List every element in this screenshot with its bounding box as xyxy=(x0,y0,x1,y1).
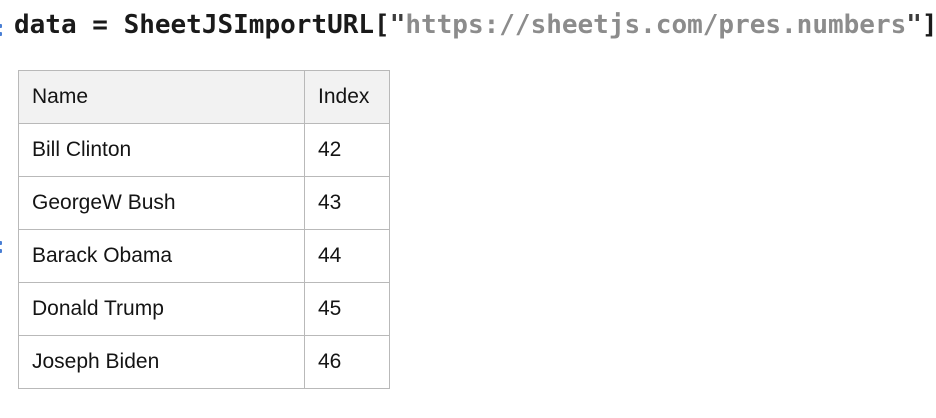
cell-name: Bill Clinton xyxy=(18,123,305,177)
cell-index: 42 xyxy=(304,123,390,177)
drag-handle-dot xyxy=(0,249,2,253)
cell-index: 44 xyxy=(304,229,390,283)
column-header-index: Index xyxy=(304,70,390,124)
table-row: Donald Trump 45 xyxy=(18,282,390,336)
cell-name: Joseph Biden xyxy=(18,335,305,389)
table-row: GeorgeW Bush 43 xyxy=(18,176,390,230)
output-dataset-table: Name Index Bill Clinton 42 GeorgeW Bush … xyxy=(18,70,390,389)
column-header-name: Name xyxy=(18,70,305,124)
cell-name: GeorgeW Bush xyxy=(18,176,305,230)
drag-handle-dot xyxy=(0,32,2,36)
code-string-open-quote: " xyxy=(389,10,406,40)
drag-handle-dots-icon[interactable] xyxy=(0,24,8,36)
cell-index: 46 xyxy=(304,335,390,389)
drag-handle-dot xyxy=(0,24,2,28)
cell-index: 45 xyxy=(304,282,390,336)
code-closing-bracket: ] xyxy=(921,10,936,40)
code-input-line[interactable]: data = SheetJSImportURL["https://sheetjs… xyxy=(14,6,936,44)
cell-name: Barack Obama xyxy=(18,229,305,283)
drag-handle-dots-icon[interactable] xyxy=(0,241,8,253)
code-assignment-expression: data = SheetJSImportURL[ xyxy=(14,10,390,40)
table-row: Joseph Biden 46 xyxy=(18,335,390,389)
table-row: Bill Clinton 42 xyxy=(18,123,390,177)
table-row: Barack Obama 44 xyxy=(18,229,390,283)
table-header-row: Name Index xyxy=(18,70,390,124)
code-string-close-quote: " xyxy=(906,10,922,40)
drag-handle-dot xyxy=(0,241,2,245)
table-header: Name Index xyxy=(18,70,390,124)
cell-name: Donald Trump xyxy=(18,282,305,336)
cell-index: 43 xyxy=(304,176,390,230)
code-url-string: https://sheetjs.com/pres.numbers xyxy=(405,10,907,40)
table-body: Bill Clinton 42 GeorgeW Bush 43 Barack O… xyxy=(18,123,390,389)
